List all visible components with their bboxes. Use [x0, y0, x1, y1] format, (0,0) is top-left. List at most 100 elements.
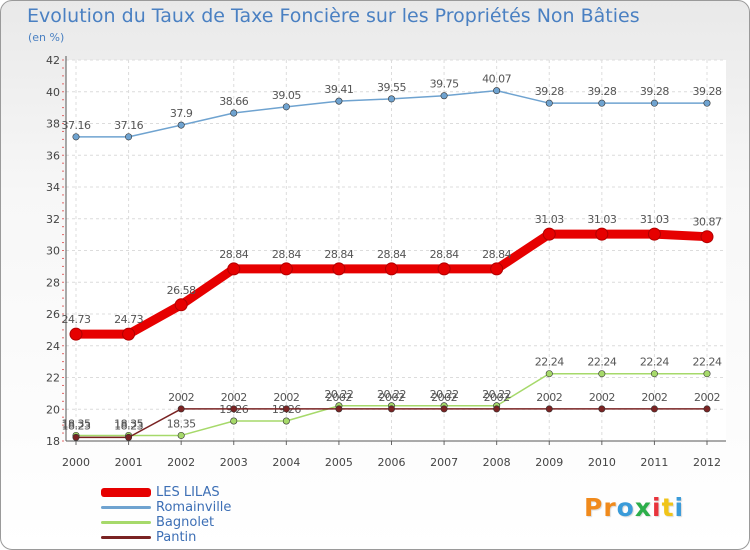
- data-label: 2002: [536, 391, 562, 404]
- data-point: [387, 405, 395, 413]
- data-point: [647, 227, 661, 241]
- x-tick-label: 2001: [115, 456, 143, 469]
- data-point: [700, 230, 714, 244]
- data-label: 2002: [326, 391, 352, 404]
- data-label: 2002: [641, 391, 667, 404]
- logo-letter: t: [661, 493, 675, 522]
- data-label: 20.22: [482, 388, 511, 401]
- data-point: [385, 262, 398, 276]
- data-label: 20.22: [430, 388, 459, 401]
- logo-letter: P: [584, 493, 604, 522]
- x-tick-label: 2000: [62, 456, 90, 469]
- y-tick-label: 22: [46, 372, 60, 385]
- y-tick-label: 28: [46, 276, 60, 289]
- data-label: 2002: [694, 391, 720, 404]
- data-point: [598, 370, 606, 378]
- data-point: [650, 99, 658, 107]
- data-label: 39.28: [693, 85, 722, 98]
- data-point: [230, 417, 238, 425]
- legend-label: Romainville: [156, 500, 232, 515]
- legend-label: Pantin: [156, 530, 197, 545]
- data-label: 28.84: [219, 248, 248, 261]
- data-label: 2002: [589, 391, 615, 404]
- data-label: 40.07: [482, 73, 511, 86]
- data-point: [177, 405, 185, 413]
- data-label: 28.84: [482, 248, 511, 261]
- data-label: 22.24: [587, 356, 616, 369]
- chart-title: Evolution du Taux de Taxe Foncière sur l…: [27, 5, 640, 27]
- legend-swatch: [101, 506, 151, 509]
- data-point: [598, 99, 606, 107]
- y-tick-label: 34: [46, 181, 60, 194]
- x-tick-label: 2009: [535, 456, 563, 469]
- y-tick-label: 30: [46, 245, 60, 258]
- data-point: [230, 109, 238, 117]
- data-point: [650, 405, 658, 413]
- data-point: [174, 298, 188, 312]
- legend-item: Romainville: [101, 500, 231, 515]
- data-label: 2002: [379, 391, 405, 404]
- data-label: 26.58: [167, 284, 196, 297]
- data-label: 24.73: [62, 313, 91, 326]
- data-point: [332, 262, 346, 276]
- data-label: 2002: [221, 391, 247, 404]
- legend-swatch: [101, 536, 151, 539]
- logo-letter: i: [674, 493, 685, 522]
- data-label: 20.22: [377, 388, 406, 401]
- proxiti-logo: Proxiti: [584, 493, 684, 522]
- data-point: [493, 87, 501, 95]
- data-label: 24.73: [114, 313, 143, 326]
- legend-item: LES LILAS: [101, 485, 231, 500]
- data-point: [437, 262, 451, 276]
- data-label: 20.22: [324, 388, 353, 401]
- data-point: [703, 370, 711, 378]
- data-label: 18.23: [62, 419, 91, 432]
- data-label: 2002: [273, 391, 299, 404]
- data-label: 28.84: [430, 248, 459, 261]
- data-label: 31.03: [587, 213, 616, 226]
- legend-label: Bagnolet: [156, 515, 215, 530]
- legend-item: Bagnolet: [101, 515, 231, 530]
- logo-letter: x: [634, 493, 652, 522]
- data-point: [545, 405, 553, 413]
- data-label: 39.75: [430, 78, 459, 91]
- x-tick-label: 2012: [693, 456, 721, 469]
- legend-swatch: [101, 521, 151, 524]
- data-label: 38.66: [219, 95, 248, 108]
- data-label: 39.28: [587, 85, 616, 98]
- x-tick-label: 2006: [378, 456, 406, 469]
- data-point: [125, 433, 133, 441]
- data-point: [282, 103, 290, 111]
- data-point: [69, 327, 83, 341]
- data-label: 37.16: [114, 119, 143, 132]
- data-label: 28.84: [377, 248, 406, 261]
- data-point: [279, 262, 293, 276]
- data-point: [493, 405, 501, 413]
- data-label: 2002: [168, 391, 194, 404]
- data-label: 2002: [431, 391, 457, 404]
- y-tick-label: 20: [46, 403, 60, 416]
- data-label: 18.23: [114, 419, 143, 432]
- data-label: 18.35: [62, 417, 91, 430]
- logo-letter: o: [616, 493, 635, 522]
- data-point: [490, 262, 504, 276]
- data-point: [72, 133, 80, 141]
- data-label: 30.87: [693, 216, 722, 229]
- data-point: [177, 431, 185, 439]
- data-label: 18.35: [167, 417, 196, 430]
- legend-swatch: [101, 488, 151, 497]
- legend-item: Pantin: [101, 530, 231, 545]
- data-label: 22.24: [640, 356, 669, 369]
- data-label: 18.35: [114, 417, 143, 430]
- data-point: [230, 405, 238, 413]
- data-label: 28.84: [324, 248, 353, 261]
- data-label: 39.28: [640, 85, 669, 98]
- x-tick-label: 2008: [483, 456, 511, 469]
- data-point: [387, 95, 395, 103]
- legend-label: LES LILAS: [156, 485, 220, 500]
- data-label: 22.24: [693, 356, 722, 369]
- data-label: 28.84: [272, 248, 301, 261]
- y-tick-label: 38: [46, 118, 60, 131]
- data-point: [440, 92, 448, 100]
